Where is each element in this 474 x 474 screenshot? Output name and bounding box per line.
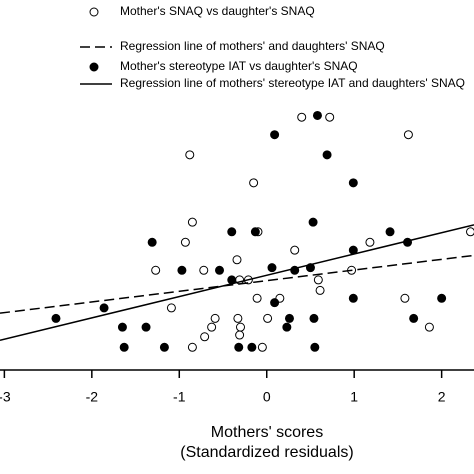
data-point (185, 150, 195, 160)
data-point (365, 237, 375, 247)
data-point (200, 332, 210, 342)
data-point (290, 245, 300, 255)
data-point (403, 130, 413, 140)
data-point (270, 298, 280, 308)
x-tick-label: -1 (173, 389, 186, 405)
data-point (141, 322, 151, 332)
data-point (400, 293, 410, 303)
data-point (199, 265, 209, 275)
data-point (250, 227, 260, 237)
data-point (348, 178, 358, 188)
data-point (263, 313, 273, 323)
data-point (284, 313, 294, 323)
data-point (247, 342, 257, 352)
x-tick-label: -3 (0, 389, 11, 405)
data-point (270, 130, 280, 140)
data-point (234, 342, 244, 352)
data-point (385, 227, 395, 237)
data-point (312, 110, 322, 120)
legend-label: Mother's stereotype IAT vs daughter's SN… (120, 59, 358, 73)
data-point (215, 265, 225, 275)
legend-label: Mother's SNAQ vs daughter's SNAQ (120, 4, 315, 18)
data-point (51, 313, 61, 323)
data-point (159, 342, 169, 352)
data-point (257, 342, 267, 352)
data-point (322, 150, 332, 160)
data-point (177, 265, 187, 275)
data-point (409, 313, 419, 323)
data-point (210, 313, 220, 323)
data-point (466, 227, 474, 237)
data-point (233, 313, 243, 323)
data-point (151, 265, 161, 275)
x-axis-label: Mothers' scores (211, 424, 323, 441)
data-point (147, 237, 157, 247)
data-point (315, 285, 325, 295)
data-point (187, 217, 197, 227)
data-point (166, 303, 176, 313)
data-point (99, 303, 109, 313)
data-point (232, 255, 242, 265)
data-point (267, 263, 277, 273)
x-tick-label: 2 (438, 389, 446, 405)
legend-marker (89, 62, 99, 72)
data-point (325, 112, 335, 122)
regression-line (0, 224, 474, 341)
data-point (437, 293, 447, 303)
data-point (235, 322, 245, 332)
data-point (227, 227, 237, 237)
data-point (249, 178, 259, 188)
data-point (207, 322, 217, 332)
legend-label: Regression line of mothers' and daughter… (120, 39, 385, 53)
legend-label: Regression line of mothers' stereotype I… (120, 76, 465, 90)
x-tick-label: -2 (86, 389, 99, 405)
data-point (313, 275, 323, 285)
data-point (282, 322, 292, 332)
legend-marker (89, 7, 99, 17)
x-tick-label: 0 (263, 389, 271, 405)
data-point (187, 342, 197, 352)
data-point (308, 217, 318, 227)
data-point (297, 112, 307, 122)
regression-line (0, 254, 474, 314)
data-point (252, 293, 262, 303)
data-point (424, 322, 434, 332)
data-point (235, 330, 245, 340)
data-point (309, 313, 319, 323)
data-point (310, 342, 320, 352)
x-axis-label: (Standardized residuals) (180, 444, 353, 461)
data-point (119, 342, 129, 352)
data-point (180, 237, 190, 247)
data-point (348, 293, 358, 303)
data-point (117, 322, 127, 332)
x-tick-label: 1 (350, 389, 358, 405)
